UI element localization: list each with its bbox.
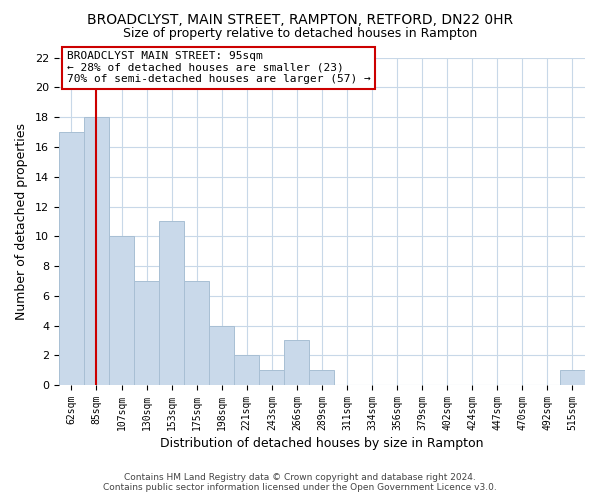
Y-axis label: Number of detached properties: Number of detached properties — [15, 123, 28, 320]
Bar — [109, 236, 134, 385]
Bar — [284, 340, 310, 385]
Bar — [184, 281, 209, 385]
Bar — [59, 132, 84, 385]
Text: Contains HM Land Registry data © Crown copyright and database right 2024.
Contai: Contains HM Land Registry data © Crown c… — [103, 473, 497, 492]
Bar — [209, 326, 234, 385]
Bar — [159, 222, 184, 385]
Text: Size of property relative to detached houses in Rampton: Size of property relative to detached ho… — [123, 28, 477, 40]
Bar — [134, 281, 159, 385]
Bar — [234, 356, 259, 385]
Text: BROADCLYST, MAIN STREET, RAMPTON, RETFORD, DN22 0HR: BROADCLYST, MAIN STREET, RAMPTON, RETFOR… — [87, 12, 513, 26]
Bar — [560, 370, 585, 385]
X-axis label: Distribution of detached houses by size in Rampton: Distribution of detached houses by size … — [160, 437, 484, 450]
Text: BROADCLYST MAIN STREET: 95sqm
← 28% of detached houses are smaller (23)
70% of s: BROADCLYST MAIN STREET: 95sqm ← 28% of d… — [67, 51, 371, 84]
Bar — [310, 370, 334, 385]
Bar — [84, 117, 109, 385]
Bar — [259, 370, 284, 385]
